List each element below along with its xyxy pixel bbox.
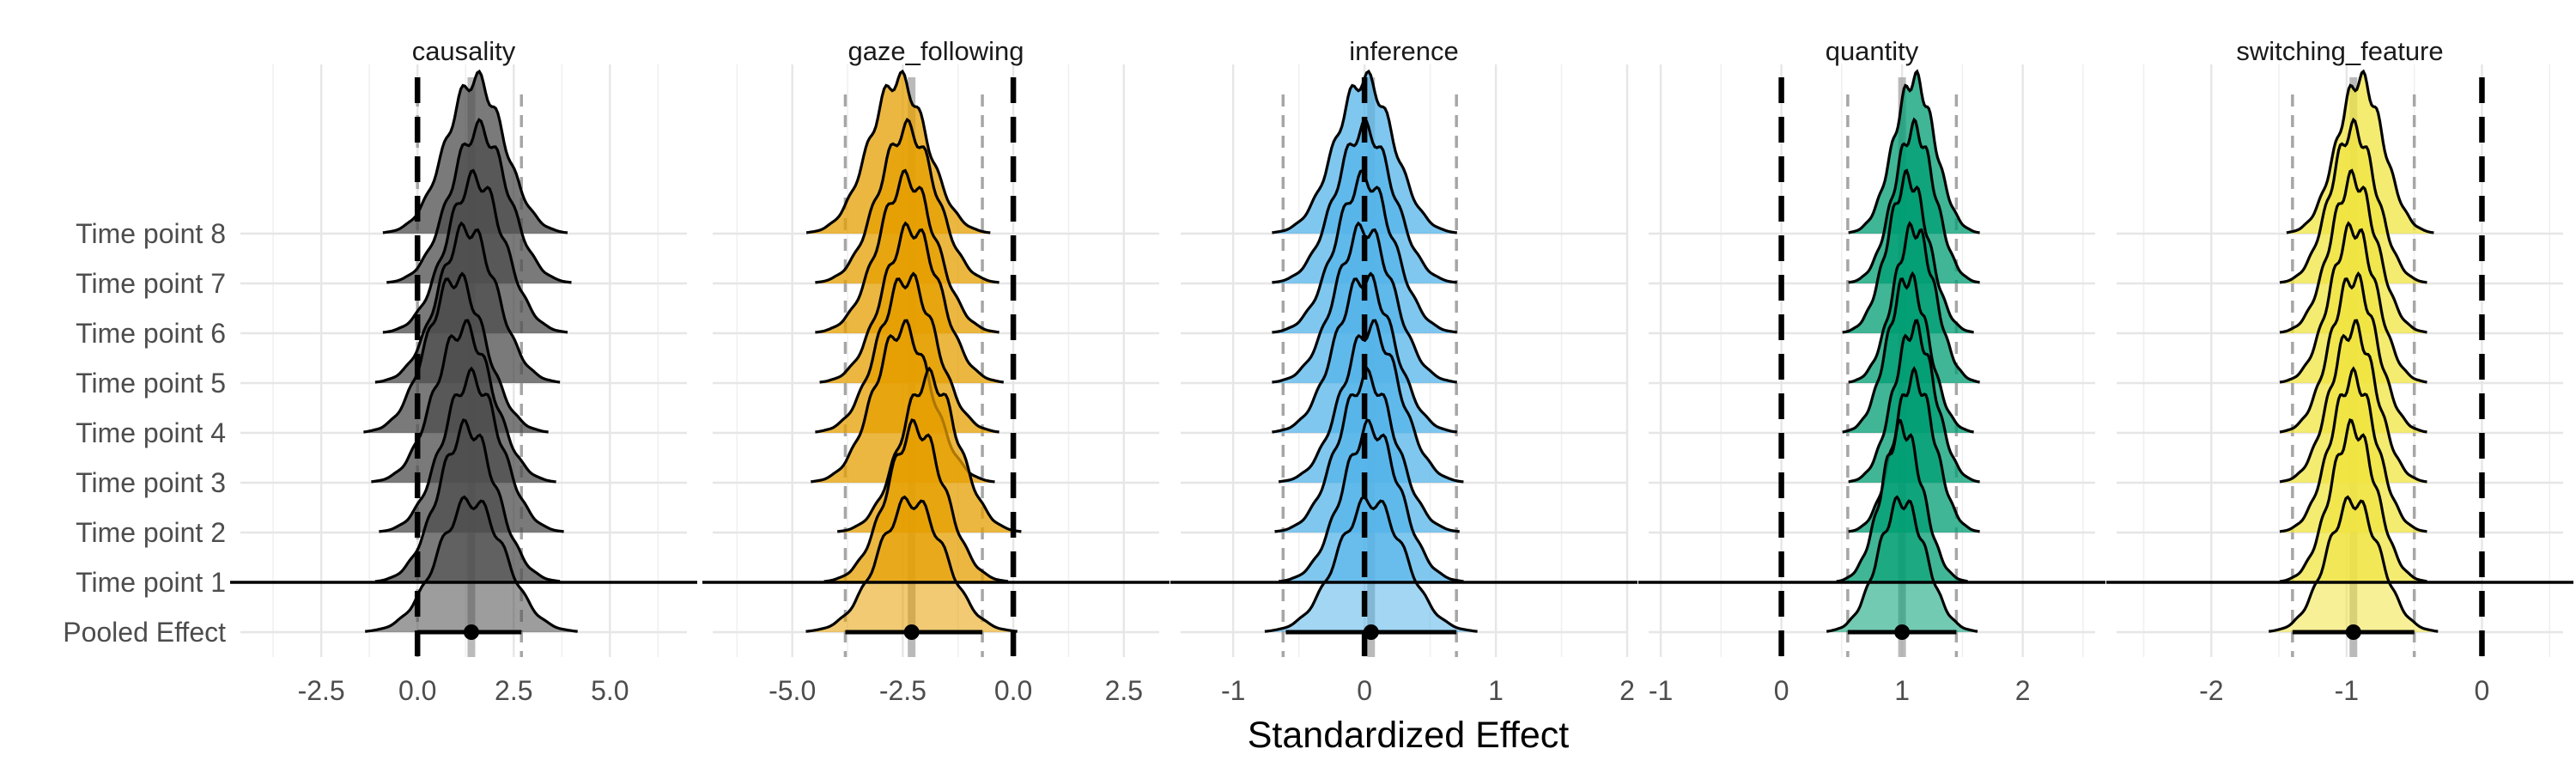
timepoint-density-outline <box>379 366 564 533</box>
timepoint-density-outline <box>1848 319 1980 484</box>
panel-title: gaze_following <box>848 36 1024 66</box>
timepoint-density-outline <box>374 221 561 384</box>
pooled-point <box>2345 624 2361 640</box>
timepoint-density-outline <box>1848 69 1980 234</box>
pooled-density-outline <box>1264 495 1478 633</box>
row-label: Pooled Effect <box>63 617 226 648</box>
timepoint-density-outline <box>374 418 561 583</box>
ridges <box>363 69 578 633</box>
timepoint-density-outline <box>1848 365 1980 533</box>
x-tick-label: 5.0 <box>591 675 629 706</box>
timepoint-density-outline <box>823 418 1009 583</box>
x-tick-label: -2.5 <box>298 675 345 706</box>
ridges <box>805 69 1022 633</box>
timepoint-density-outline <box>1836 417 1968 583</box>
x-tick-label: -1 <box>1221 675 1245 706</box>
x-tick-label: 0.0 <box>994 675 1032 706</box>
timepoint-density-outline <box>2279 168 2427 334</box>
pooled-density <box>365 496 578 632</box>
panels: causality -2.5 0.0 2.5 5.0 gaze_following -5.0… <box>230 36 2573 706</box>
x-tick-label: 0.0 <box>398 675 436 706</box>
timepoint-density-outline <box>2279 221 2427 384</box>
panel-switching_feature: switching_feature -2 -1 0 <box>2106 36 2573 706</box>
pooled-point <box>903 624 920 640</box>
timepoint-density-outline <box>1278 418 1464 583</box>
ridges <box>1264 69 1478 633</box>
panel-gaze_following: gaze_following -5.0 -2.5 0.0 2.5 <box>702 36 1170 706</box>
x-tick-label: 0 <box>2475 675 2490 706</box>
row-label: Time point 1 <box>76 567 226 598</box>
timepoint-density-outline <box>1842 168 1974 334</box>
x-tick-label: 2.5 <box>1105 675 1143 706</box>
pooled-density <box>2269 496 2439 632</box>
timepoint-density-outline <box>1848 220 1980 384</box>
row-label: Time point 5 <box>76 368 226 399</box>
row-label: Time point 3 <box>76 467 226 498</box>
timepoint-density-outline <box>805 69 991 234</box>
x-tick-label: 0 <box>1357 675 1372 706</box>
x-tick-label: -1 <box>1649 675 1673 706</box>
timepoint-density-outline <box>386 118 572 284</box>
row-label: Time point 2 <box>76 517 226 548</box>
x-tick-label: 2 <box>1619 675 1635 706</box>
ridges <box>1826 69 1980 633</box>
timepoint-density-outline <box>382 168 568 334</box>
timepoint-density-outline <box>2279 366 2427 533</box>
pooled-density <box>1826 496 1978 632</box>
x-tick-label: 2.5 <box>495 675 532 706</box>
row-label: Time point 8 <box>76 218 226 249</box>
pooled-density-outline <box>805 495 1018 633</box>
pooled-point <box>1894 624 1911 640</box>
pooled-density <box>805 496 1018 632</box>
row-label: Time point 6 <box>76 318 226 349</box>
panel-inference: inference -1 0 1 2 <box>1170 36 1637 706</box>
x-tick-label: -1 <box>2335 675 2359 706</box>
pooled-point <box>1363 624 1379 640</box>
timepoint-density-outline <box>815 271 999 434</box>
timepoint-density-outline <box>2279 418 2427 583</box>
x-tick-label: -2 <box>2199 675 2223 706</box>
pooled-density <box>1264 496 1478 632</box>
pooled-density-outline <box>2269 495 2439 633</box>
pooled-density-outline <box>1826 495 1978 633</box>
timepoint-density-outline <box>1848 117 1980 284</box>
pooled-density-outline <box>365 495 578 633</box>
timepoint-density-outline <box>2279 319 2427 484</box>
timepoint-density-outline <box>382 69 568 234</box>
pooled-point <box>463 624 479 640</box>
x-tick-label: -5.0 <box>769 675 816 706</box>
panel-causality: causality -2.5 0.0 2.5 5.0 <box>230 36 697 706</box>
timepoint-density-outline <box>815 168 999 334</box>
ridges <box>2269 69 2439 633</box>
row-label: Time point 7 <box>76 268 226 299</box>
panel-title: inference <box>1349 36 1459 66</box>
x-tick-label: 0 <box>1774 675 1789 706</box>
timepoint-density-outline <box>815 118 999 284</box>
panel-quantity: quantity -1 0 1 2 <box>1638 36 2105 706</box>
timepoint-density-outline <box>371 319 556 484</box>
timepoint-density-outline <box>1278 319 1464 484</box>
timepoint-density-outline <box>2279 117 2427 284</box>
panel-title: switching_feature <box>2236 36 2443 66</box>
row-label: Time point 4 <box>76 417 226 448</box>
timepoint-density-outline <box>363 271 549 434</box>
row-labels: Time point 8 Time point 7 Time point 6 Time… <box>63 218 226 648</box>
timepoint-density-outline <box>1842 271 1974 434</box>
timepoint-density-outline <box>837 366 1022 533</box>
x-tick-label: 1 <box>1488 675 1504 706</box>
x-tick-label: 2 <box>2015 675 2031 706</box>
timepoint-density-outline <box>2279 271 2427 434</box>
x-tick-label: 1 <box>1894 675 1910 706</box>
timepoint-density-outline <box>2286 69 2434 234</box>
x-axis-title: Standardized Effect <box>1248 715 1570 756</box>
panel-title: quantity <box>1826 36 1919 66</box>
timepoint-density-outline <box>819 221 1004 384</box>
panel-title: causality <box>412 36 516 66</box>
x-tick-label: -2.5 <box>879 675 927 706</box>
